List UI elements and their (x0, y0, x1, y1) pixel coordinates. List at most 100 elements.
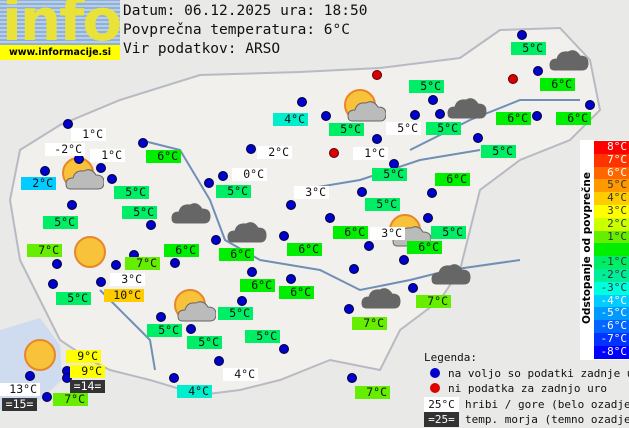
station-dot[interactable] (297, 97, 307, 107)
station-dot[interactable] (286, 200, 296, 210)
station-dot[interactable] (25, 371, 35, 381)
station-temperature: 2°C (257, 146, 292, 159)
scale-step: -4°C (594, 294, 629, 308)
station-dot[interactable] (211, 235, 221, 245)
station-dot[interactable] (214, 356, 224, 366)
station-dot[interactable] (532, 111, 542, 121)
station-temperature: 6°C (556, 112, 591, 125)
station-dot[interactable] (247, 267, 257, 277)
station-dot[interactable] (372, 134, 382, 144)
station-dot[interactable] (186, 324, 196, 334)
station-dot[interactable] (204, 178, 214, 188)
station-dot[interactable] (111, 260, 121, 270)
scale-step: 7°C (594, 153, 629, 167)
scale-step: -8°C (594, 345, 629, 359)
station-dot[interactable] (96, 277, 106, 287)
station-dot[interactable] (40, 166, 50, 176)
station-dot[interactable] (146, 220, 156, 230)
station-temperature: 4°C (273, 113, 308, 126)
station-dot[interactable] (52, 259, 62, 269)
station-dot[interactable] (279, 231, 289, 241)
station-dot[interactable] (585, 100, 595, 110)
legend: Legenda: na voljo so podatki zadnje ure … (424, 350, 629, 428)
station-dot[interactable] (67, 200, 77, 210)
station-dot[interactable] (517, 30, 527, 40)
station-temperature: 6°C (540, 78, 575, 91)
station-dot[interactable] (410, 110, 420, 120)
station-dot[interactable] (428, 95, 438, 105)
scale-step: -6°C (594, 319, 629, 333)
logo-url[interactable]: www.informacije.si (0, 45, 120, 60)
station-temperature: 5°C (409, 80, 444, 93)
station-temperature: 6°C (146, 150, 181, 163)
station-temperature: 6°C (219, 248, 254, 261)
station-dot[interactable] (357, 187, 367, 197)
average-temperature: Povprečna temperatura: 6°C (123, 22, 350, 38)
station-temperature: 7°C (352, 317, 387, 330)
station-dot[interactable] (286, 274, 296, 284)
station-dot[interactable] (237, 296, 247, 306)
legend-title: Legenda: (424, 351, 477, 364)
station-missing-dot[interactable] (372, 70, 382, 80)
station-dot[interactable] (62, 373, 72, 383)
station-dot[interactable] (218, 171, 228, 181)
station-dot[interactable] (423, 213, 433, 223)
rivers (99, 99, 580, 371)
station-dot[interactable] (246, 144, 256, 154)
scale-step: 1°C (594, 230, 629, 244)
site-logo[interactable]: info www.informacije.si (0, 0, 120, 60)
station-dot[interactable] (107, 174, 117, 184)
station-dot[interactable] (279, 344, 289, 354)
station-dot[interactable] (427, 188, 437, 198)
scale-step: 8°C (594, 140, 629, 154)
scale-step: 5°C (594, 179, 629, 193)
legend-hill: 25°C hribi / gore (belo ozadje) (424, 396, 629, 413)
scale-step: -3°C (594, 281, 629, 295)
station-dot[interactable] (138, 138, 148, 148)
sun-icon (24, 339, 56, 371)
station-temperature: 5°C (372, 168, 407, 181)
station-dot[interactable] (347, 373, 357, 383)
station-dot[interactable] (169, 373, 179, 383)
station-dot[interactable] (42, 392, 52, 402)
date-time: Datum: 06.12.2025 ura: 18:50 (123, 3, 368, 19)
station-dot[interactable] (321, 111, 331, 121)
station-dot[interactable] (63, 119, 73, 129)
station-dot[interactable] (325, 213, 335, 223)
station-temperature: 4°C (223, 368, 258, 381)
station-temperature: 7°C (416, 295, 451, 308)
station-dot[interactable] (473, 133, 483, 143)
station-missing-dot[interactable] (508, 74, 518, 84)
station-dot[interactable] (344, 304, 354, 314)
station-dot[interactable] (96, 163, 106, 173)
station-dot[interactable] (48, 279, 58, 289)
station-dot[interactable] (435, 109, 445, 119)
station-temperature: 5°C (216, 185, 251, 198)
station-temperature: 9°C (70, 365, 105, 378)
station-temperature: 6°C (407, 241, 442, 254)
station-dot[interactable] (408, 283, 418, 293)
station-temperature: 5°C (43, 216, 78, 229)
station-dot[interactable] (170, 258, 180, 268)
station-temperature: 13°C (0, 383, 40, 396)
scale-step: 6°C (594, 166, 629, 180)
station-temperature: 5°C (511, 42, 546, 55)
station-temperature: 4°C (177, 385, 212, 398)
scale-step: 3°C (594, 204, 629, 218)
station-dot[interactable] (156, 312, 166, 322)
legend-sea: =25= temp. morja (temno ozadje) (424, 412, 629, 428)
station-missing-dot[interactable] (329, 148, 339, 158)
cloud-icon (431, 264, 471, 285)
station-dot[interactable] (533, 66, 543, 76)
scale-step: 2°C (594, 217, 629, 231)
legend-available: na voljo so podatki zadnje ure (424, 366, 629, 382)
station-dot[interactable] (349, 264, 359, 274)
scale-step: -7°C (594, 332, 629, 346)
station-dot[interactable] (399, 255, 409, 265)
station-temperature: 5°C (365, 198, 400, 211)
scale-step (594, 243, 629, 257)
station-temperature: 7°C (27, 244, 62, 257)
station-temperature: 5°C (147, 324, 182, 337)
station-dot[interactable] (364, 241, 374, 251)
station-temperature: 1°C (90, 149, 125, 162)
